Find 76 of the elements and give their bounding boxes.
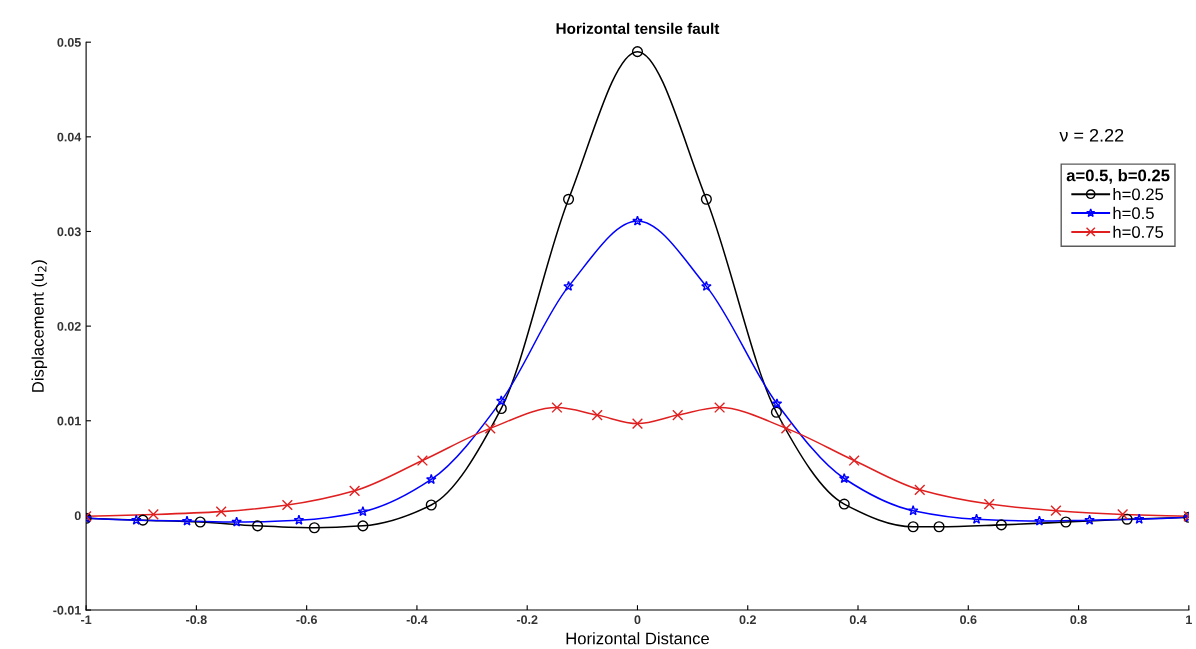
point — [983, 498, 995, 510]
point — [563, 280, 574, 291]
point — [281, 499, 293, 511]
point — [591, 409, 603, 421]
x-tick-label: 0.4 — [849, 615, 867, 625]
point — [425, 473, 437, 485]
point — [771, 398, 783, 409]
point — [130, 514, 142, 525]
x-tick-label: 0 — [634, 615, 641, 625]
point — [995, 519, 1007, 531]
point — [971, 513, 982, 524]
x-tick-label: 1 — [1186, 615, 1192, 624]
point — [308, 522, 320, 534]
point — [1034, 515, 1045, 526]
point — [357, 506, 369, 517]
point — [933, 521, 945, 533]
point — [1050, 505, 1062, 517]
point — [1133, 513, 1145, 524]
point — [907, 521, 919, 533]
point — [672, 409, 684, 421]
point — [914, 484, 926, 496]
x-tick-label: 0.2 — [739, 615, 756, 625]
y-tick-label: 0.05 — [57, 37, 81, 47]
x-tick-label: -0.8 — [186, 615, 207, 625]
y-tick-label: 0 — [74, 511, 81, 521]
x-tick-label: -0.6 — [296, 615, 317, 625]
point — [1060, 516, 1072, 528]
point — [770, 406, 782, 418]
legend-label: h=0.75 — [1113, 225, 1164, 238]
x-tick-label: -0.2 — [516, 615, 538, 625]
point — [551, 401, 563, 414]
point — [632, 215, 643, 226]
point — [838, 498, 850, 510]
point — [1084, 514, 1095, 525]
y-tick-label: -0.01 — [53, 605, 81, 615]
x-tick-label: 0.8 — [1070, 615, 1087, 625]
y-tick-label: 0.01 — [57, 416, 81, 426]
point — [147, 508, 159, 521]
y-tick-label: 0.02 — [57, 321, 81, 331]
point — [349, 485, 361, 497]
point — [780, 422, 792, 434]
point — [231, 516, 242, 527]
point — [416, 454, 428, 467]
point — [631, 418, 644, 430]
point — [700, 193, 712, 205]
point — [293, 514, 305, 525]
y-axis-title: Displacement (u$_{2}$) — [31, 260, 48, 392]
point — [907, 505, 919, 516]
point — [215, 506, 227, 518]
annotation: ν = 2.22 — [1059, 128, 1124, 142]
point — [194, 516, 206, 528]
x-tick-label: 0.6 — [960, 615, 977, 625]
point — [701, 280, 712, 291]
point — [425, 499, 437, 511]
y-tick-label: 0.03 — [57, 227, 81, 237]
x-axis-title: Horizontal Distance — [566, 632, 709, 645]
y-tick-label: 0.04 — [57, 132, 82, 142]
x-tick-label: -0.4 — [406, 615, 428, 625]
point — [631, 46, 644, 58]
point — [714, 401, 726, 414]
point — [495, 395, 507, 406]
legend-label: h=0.5 — [1113, 206, 1154, 220]
point — [484, 422, 496, 434]
point — [848, 454, 860, 467]
point — [357, 520, 369, 532]
point — [181, 515, 193, 526]
point — [1121, 513, 1133, 525]
legend-label: h=0.25 — [1113, 187, 1164, 201]
point — [252, 520, 264, 532]
point — [562, 193, 575, 205]
x-tick-label: -1 — [81, 615, 92, 624]
chart-title: Horizontal tensile fault — [556, 22, 720, 34]
point — [137, 514, 149, 526]
legend-title: a=0.5, b=0.25 — [1066, 169, 1170, 184]
point — [1117, 508, 1129, 521]
point — [838, 472, 850, 484]
